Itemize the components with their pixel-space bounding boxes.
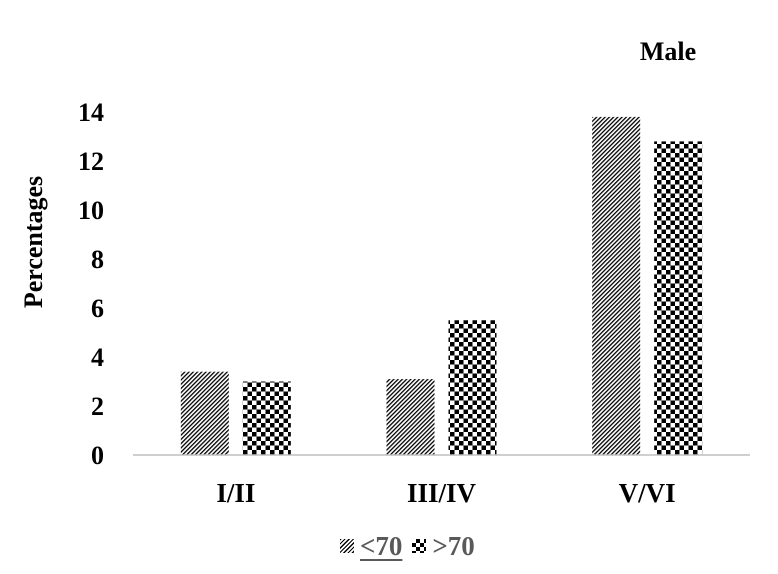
bar-gt70-iii-iv (448, 320, 497, 455)
bar-gt70-i-ii (242, 381, 291, 455)
y-tick-label: 4 (91, 343, 104, 372)
chart-title: Male (640, 37, 696, 66)
bar-lt70-v-vi (592, 116, 641, 456)
legend: <70 >70 (340, 528, 485, 564)
bar-gt70-v-vi (654, 141, 703, 455)
y-tick-label: 6 (91, 294, 104, 323)
bar-lt70-iii-iv (386, 379, 435, 455)
y-tick-label: 12 (78, 147, 104, 176)
bars (180, 116, 703, 456)
legend-item-gt70: >70 (412, 530, 475, 562)
y-tick-label: 10 (78, 196, 104, 225)
y-tick-label: 8 (91, 245, 104, 274)
x-tick-label: I/II (216, 478, 255, 508)
bar-lt70-i-ii (180, 371, 229, 455)
y-tick-label: 0 (91, 441, 104, 470)
y-axis-ticks: 0 2 4 6 8 10 12 14 (78, 98, 104, 470)
y-tick-label: 2 (91, 392, 104, 421)
x-axis-ticks: I/II III/IV V/VI (216, 478, 675, 508)
y-axis-label: Percentages (19, 176, 48, 308)
legend-label-lt70: <70 (360, 530, 403, 561)
legend-swatch-check (412, 539, 427, 553)
legend-swatch-hatch (340, 539, 354, 553)
y-tick-label: 14 (78, 98, 104, 127)
legend-label-gt70: >70 (432, 530, 475, 561)
x-tick-label: III/IV (407, 478, 477, 508)
x-tick-label: V/VI (619, 478, 676, 508)
legend-item-lt70: <70 (340, 531, 402, 562)
